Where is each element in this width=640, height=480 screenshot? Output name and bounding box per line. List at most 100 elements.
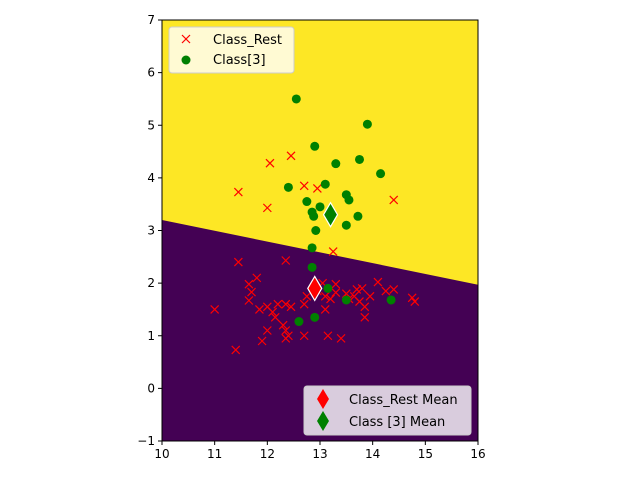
class-rest-point — [252, 273, 262, 283]
class-rest-point — [265, 158, 275, 168]
class-3-point — [302, 197, 312, 207]
class-3-point — [362, 119, 372, 129]
legend-top-box — [168, 26, 295, 74]
class-rest-point — [233, 187, 243, 197]
class-rest-point — [407, 293, 417, 303]
class-rest-point — [286, 151, 296, 161]
y-tick-label: 0 — [147, 381, 155, 395]
class-rest-point — [244, 279, 254, 289]
legend-bottom: Class_Rest Mean Class [3] Mean — [303, 385, 472, 436]
class-rest-point — [341, 289, 351, 299]
class-rest-point — [352, 285, 362, 294]
legend-entry-class-3: Class[3] — [213, 53, 266, 68]
class-rest-point — [281, 256, 291, 265]
class-3-point — [331, 159, 341, 169]
means-layer — [307, 201, 339, 302]
class-3-point — [376, 169, 386, 179]
class-3-mean-marker — [322, 201, 339, 228]
class-rest-point — [286, 302, 296, 312]
class-3-point — [386, 295, 396, 305]
class-rest-point — [255, 305, 264, 314]
points-layer — [210, 94, 420, 355]
y-tick-label: 6 — [147, 66, 155, 80]
class-3-point — [353, 211, 363, 221]
class-rest-point — [299, 181, 309, 191]
class-3-point — [323, 283, 333, 293]
class-rest-point — [331, 288, 341, 298]
x-tick-label: 16 — [470, 447, 485, 461]
class-rest-mean-marker — [307, 275, 323, 302]
class-rest-point — [233, 257, 243, 267]
class-rest-point — [262, 203, 272, 213]
class-rest-point — [365, 291, 375, 301]
legend-x-marker-icon — [181, 34, 191, 44]
y-tick-label: 2 — [147, 276, 155, 290]
y-tick-label: 4 — [147, 171, 155, 185]
class-rest-point — [389, 195, 399, 205]
class-rest-point — [281, 326, 291, 335]
class-3-point — [341, 220, 351, 230]
class-rest-point — [312, 183, 322, 193]
class-rest-point — [320, 305, 330, 314]
class-3-point — [283, 182, 293, 192]
class-rest-point — [244, 296, 254, 305]
class-rest-point — [278, 320, 288, 330]
class-rest-point — [381, 286, 391, 296]
class-rest-point — [281, 299, 291, 309]
legend-dot-marker-icon — [181, 55, 191, 65]
class-3-point — [310, 141, 320, 151]
x-tick-label: 15 — [418, 447, 433, 461]
class-rest-point — [373, 277, 383, 287]
class-rest-point — [270, 312, 280, 322]
class-rest-point — [247, 287, 256, 297]
class-rest-point — [281, 333, 291, 343]
class-3-point — [311, 226, 321, 235]
y-tick-label: 1 — [147, 329, 155, 343]
y-tick-label: 5 — [147, 118, 155, 132]
class-rest-point — [231, 345, 241, 355]
class-rest-point — [331, 279, 341, 289]
y-tick-label: 7 — [147, 13, 155, 27]
x-tick-label: 13 — [312, 447, 327, 461]
class-rest-point — [357, 283, 367, 293]
class-3-point — [341, 295, 351, 305]
x-tick-label: 14 — [365, 447, 380, 461]
class-rest-point — [410, 297, 420, 306]
class-3-point — [344, 195, 354, 205]
legend-entry-class-3-mean: Class [3] Mean — [349, 415, 445, 430]
class-3-point — [307, 262, 317, 272]
legend-red-diamond-icon — [317, 389, 329, 409]
legend-bottom-box — [303, 385, 472, 436]
class-3-point — [294, 317, 304, 327]
class-rest-point — [326, 294, 335, 304]
x-tick-label: 12 — [260, 447, 275, 461]
class-rest-point — [273, 299, 283, 309]
legend-entry-class-rest-mean: Class_Rest Mean — [349, 393, 458, 408]
class-3-point — [310, 312, 320, 322]
class-rest-point — [336, 333, 346, 343]
class-rest-point — [320, 291, 330, 301]
class-rest-point — [360, 302, 370, 312]
x-tick-label: 11 — [207, 447, 222, 461]
class-rest-point — [323, 331, 333, 341]
class-3-point — [309, 211, 319, 221]
legend-green-diamond-icon — [317, 411, 329, 431]
y-tick-label: −1 — [137, 434, 155, 448]
class-rest-point — [328, 247, 338, 256]
class-3-point — [291, 94, 301, 104]
class-3-point — [320, 179, 330, 189]
class-3-point — [355, 154, 364, 164]
class-rest-point — [302, 291, 312, 301]
class-rest-point — [268, 307, 278, 317]
class-rest-point — [210, 305, 220, 314]
class-3-point — [307, 243, 317, 253]
legend-top: Class_Rest Class[3] — [168, 26, 295, 74]
class-rest-point — [257, 336, 267, 346]
class-rest-point — [360, 312, 370, 322]
class-rest-point — [262, 326, 272, 335]
class-rest-point — [299, 299, 309, 309]
y-tick-label: 3 — [147, 224, 155, 238]
class-3-point — [315, 202, 325, 212]
